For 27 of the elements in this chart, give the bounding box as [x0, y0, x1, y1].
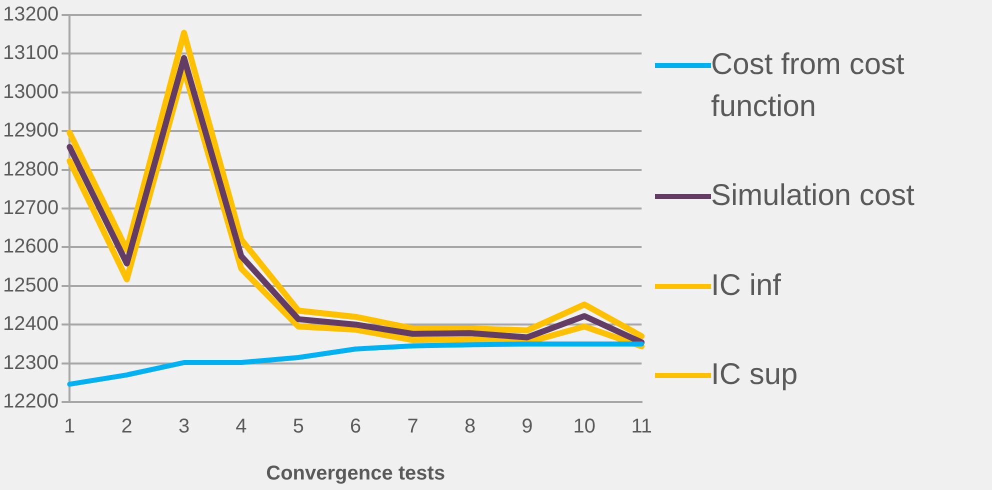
- x-tick-label: 9: [522, 416, 533, 438]
- y-tick-label: 12700: [2, 197, 59, 220]
- x-tick-label: 1: [64, 416, 76, 438]
- legend-label: IC sup: [711, 357, 798, 394]
- x-tick-label: 2: [121, 416, 132, 438]
- y-tick-label: 12400: [2, 313, 59, 336]
- x-tick-label: 6: [350, 416, 362, 438]
- y-tick-label: 12900: [2, 120, 59, 142]
- x-tick-label: 5: [292, 416, 304, 438]
- x-tick-label: 8: [464, 416, 476, 438]
- y-tick-label: 12600: [2, 236, 59, 258]
- x-tick-label: 3: [178, 416, 190, 438]
- y-tick-label: 12200: [2, 390, 59, 413]
- y-tick-label: 12500: [2, 274, 59, 296]
- legend-label: Simulation cost: [711, 178, 914, 214]
- y-tick-label: 12300: [2, 352, 59, 374]
- x-axis-title: Convergence tests: [266, 462, 446, 485]
- x-tick-label: 7: [407, 416, 418, 438]
- x-tick-label: 10: [573, 416, 596, 438]
- y-tick-label: 12800: [2, 158, 59, 180]
- legend-label: IC inf: [711, 268, 782, 304]
- y-tick-label: 13200: [2, 4, 59, 26]
- x-tick-label: 4: [236, 416, 247, 438]
- y-tick-label: 13000: [2, 80, 59, 103]
- y-tick-label: 13100: [2, 42, 59, 64]
- x-tick-label: 11: [631, 416, 652, 438]
- legend-label: Cost from cost function: [711, 46, 906, 125]
